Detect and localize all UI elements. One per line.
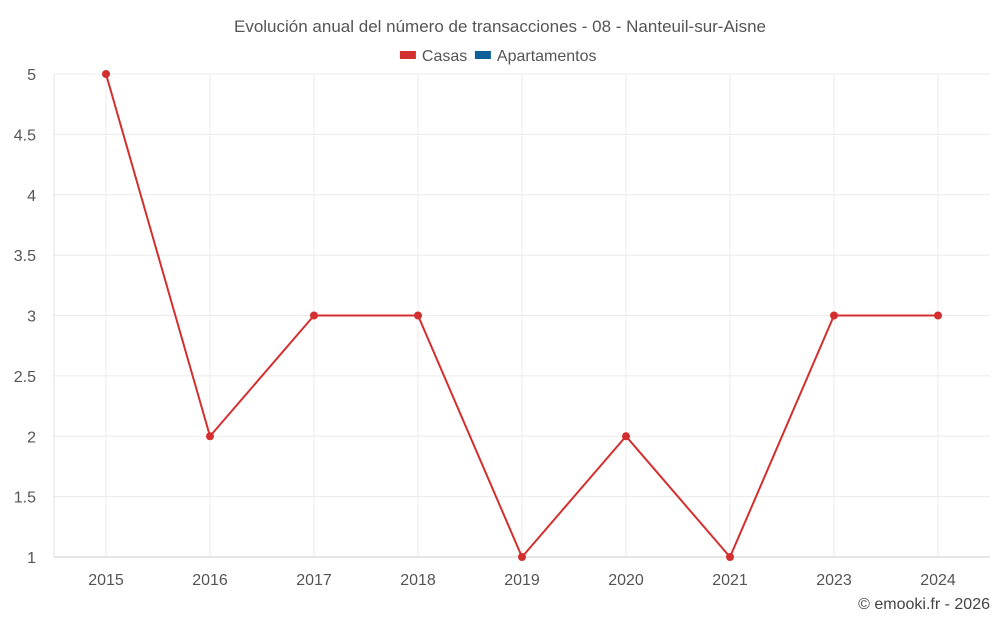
data-point bbox=[518, 553, 526, 561]
x-tick-label: 2017 bbox=[296, 572, 332, 589]
legend: Casas Apartamentos bbox=[399, 48, 597, 65]
legend-swatch bbox=[474, 51, 491, 59]
data-point bbox=[726, 553, 734, 561]
x-tick-label: 2018 bbox=[400, 572, 436, 589]
legend-label: Casas bbox=[422, 48, 467, 65]
data-point bbox=[830, 311, 838, 320]
legend-swatch bbox=[399, 51, 416, 59]
data-point bbox=[934, 311, 942, 320]
y-tick-label: 4 bbox=[27, 188, 36, 205]
data-point bbox=[310, 311, 318, 320]
y-tick-label: 5 bbox=[27, 67, 36, 84]
x-tick-label: 2024 bbox=[920, 572, 956, 589]
data-point bbox=[102, 70, 110, 78]
y-tick-label: 1.5 bbox=[14, 490, 36, 507]
x-tick-label: 2020 bbox=[608, 572, 644, 589]
x-tick-label: 2019 bbox=[504, 572, 540, 589]
x-tick-label: 2021 bbox=[712, 572, 748, 589]
y-tick-label: 3 bbox=[27, 309, 36, 326]
x-tick-label: 2015 bbox=[88, 572, 124, 589]
y-tick-label: 1 bbox=[27, 550, 36, 567]
legend-label: Apartamentos bbox=[497, 48, 597, 65]
y-tick-label: 2.5 bbox=[14, 369, 36, 386]
chart-title: Evolución anual del número de transaccio… bbox=[234, 17, 766, 36]
x-tick-label: 2023 bbox=[816, 572, 852, 589]
y-tick-label: 4.5 bbox=[14, 127, 36, 144]
axes: 1 1.5 2 2.5 3 3.5 4 4.5 5 2015 2016 2017 2018 2019 202… bbox=[14, 67, 990, 589]
x-tick-label: 2016 bbox=[192, 572, 228, 589]
series-layer bbox=[102, 70, 942, 561]
data-point bbox=[206, 432, 214, 441]
y-tick-label: 2 bbox=[27, 429, 36, 446]
data-point bbox=[414, 311, 422, 320]
data-point bbox=[622, 432, 630, 441]
y-tick-label: 3.5 bbox=[14, 248, 36, 265]
credit-text: © emooki.fr - 2026 bbox=[858, 596, 990, 613]
